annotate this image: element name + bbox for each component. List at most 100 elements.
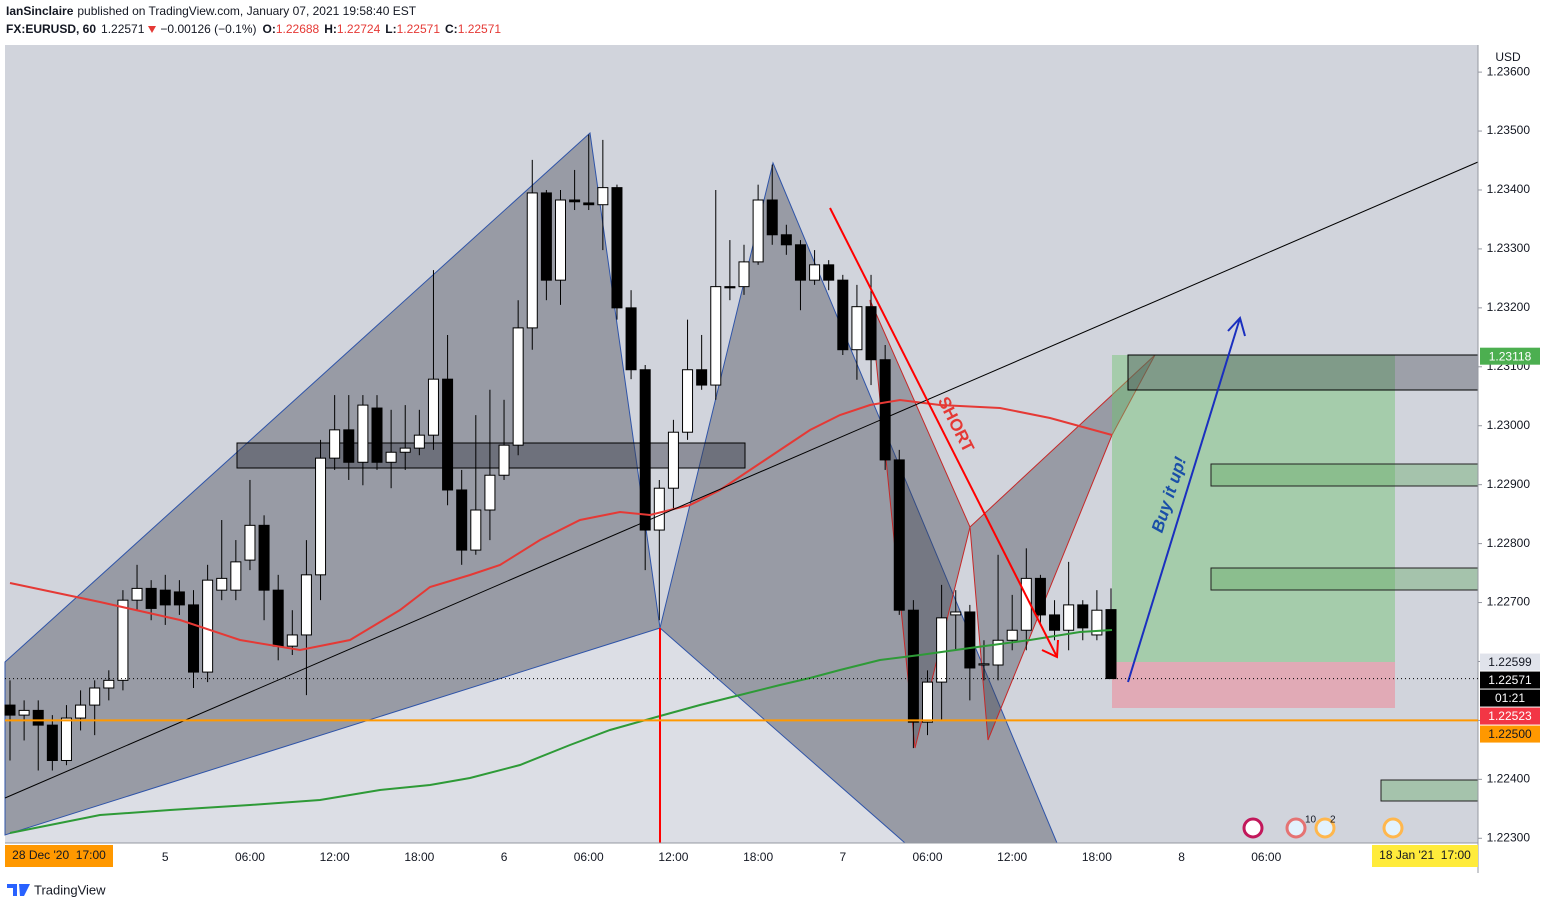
profit-zone [1112, 355, 1395, 662]
price-tag-bg [1480, 725, 1540, 743]
event-icon[interactable] [1314, 817, 1336, 839]
zone-box [1210, 567, 1479, 591]
candle-body [879, 359, 891, 461]
price-tag-bg [1480, 707, 1540, 725]
y-tick-label: 1.23200 [1487, 300, 1531, 314]
y-tick-label: 1.22400 [1487, 772, 1531, 786]
candle-body [780, 234, 792, 246]
change: −0.00126 (−0.1%) [160, 22, 256, 36]
candle-body [992, 639, 1004, 666]
candle-body [907, 609, 919, 723]
zone-box [1127, 354, 1479, 391]
candle-body [60, 717, 72, 761]
y-tick-label: 1.22300 [1487, 830, 1531, 844]
candle-body [427, 378, 439, 436]
candle-body [131, 587, 143, 601]
pattern-light [5, 628, 905, 843]
price-tag: 1.22571 [1488, 673, 1532, 687]
range-marker-bg [1372, 845, 1478, 867]
currency: USD [1495, 50, 1521, 64]
candle-body [117, 599, 129, 681]
candle-body [244, 524, 256, 561]
candle-body [442, 378, 454, 491]
brand: TradingView [34, 882, 106, 897]
x-tick-label: 18:00 [743, 850, 773, 864]
candle-body [1091, 609, 1103, 636]
ohlc-label: O: [263, 22, 276, 36]
price-tag-bg [1480, 347, 1540, 365]
down-arrow-icon [148, 26, 156, 33]
ohlc-value: 1.22571 [458, 22, 502, 36]
symbol-line: FX:EURUSD, 60 1.22571 −0.00126 (−0.1%) O:1.… [6, 22, 501, 36]
candle-body [202, 579, 214, 673]
range-marker: 28 Dec '20 17:00 [12, 848, 106, 862]
y-tick-label: 1.23400 [1487, 182, 1531, 196]
x-tick-label: 06:00 [235, 850, 265, 864]
candle-body [936, 617, 948, 683]
candle-body [809, 264, 821, 281]
countdown: 01:21 [1495, 691, 1525, 705]
candle-body [710, 286, 722, 386]
candle-body [413, 434, 425, 449]
x-tick-label: 06:00 [574, 850, 604, 864]
candle-body [18, 709, 30, 716]
candle-body [837, 279, 849, 351]
candle-body [667, 431, 679, 489]
author: IanSinclaire [6, 4, 74, 18]
x-tick-label: 12:00 [320, 850, 350, 864]
event-count: 2 [1330, 815, 1336, 826]
y-tick-label: 1.23300 [1487, 241, 1531, 255]
price-tag: 1.22500 [1488, 727, 1532, 741]
candle-body [639, 369, 651, 531]
candle-body [724, 286, 736, 289]
x-tick-label: 06:00 [1251, 850, 1281, 864]
event-icon[interactable] [1285, 817, 1307, 839]
x-tick-label: 12:00 [658, 850, 688, 864]
candle-body [216, 577, 228, 591]
candle-body [498, 444, 510, 476]
candle-body [893, 459, 905, 611]
candle-body [512, 327, 524, 446]
range-marker: 18 Jan '21 17:00 [1379, 848, 1471, 862]
x-tick-label: 5 [162, 850, 169, 864]
candle-body [103, 679, 115, 689]
candles [4, 134, 1117, 771]
candle-body [75, 704, 87, 719]
candle-body [272, 589, 284, 647]
ohlc-label: H: [324, 22, 337, 36]
candle-body [922, 681, 933, 723]
candle-body [526, 192, 538, 329]
price-tag: 1.22599 [1488, 655, 1532, 669]
ohlc-value: 1.22688 [276, 22, 320, 36]
last-price: 1.22571 [101, 22, 145, 36]
zone-box [1380, 779, 1479, 802]
candle-body [371, 407, 383, 463]
price-tag: 1.22523 [1488, 709, 1532, 723]
y-tick-label: 1.22900 [1487, 477, 1531, 491]
header-line: IanSinclaire published on TradingView.com… [6, 4, 417, 18]
candle-body [555, 199, 566, 281]
candle-body [653, 487, 665, 531]
candle-body [470, 509, 482, 551]
candle-body [456, 489, 468, 551]
candle-body [159, 589, 171, 606]
candle-body [230, 561, 242, 591]
candle-body [625, 307, 637, 371]
y-tick-label: 1.23500 [1487, 123, 1531, 137]
price-tag: 1.23118 [1489, 349, 1532, 363]
symbol: FX:EURUSD, 60 [6, 22, 96, 36]
event-icon[interactable] [1242, 817, 1264, 839]
x-tick-label: 7 [839, 850, 846, 864]
candle-body [89, 687, 101, 706]
candle-body [315, 457, 327, 576]
price-tag-bg [1480, 653, 1540, 671]
candle-body [978, 663, 990, 666]
y-tick-label: 1.22800 [1487, 536, 1531, 550]
candle-body [46, 724, 58, 761]
x-tick-label: 06:00 [912, 850, 942, 864]
candle-body [950, 611, 962, 616]
ohlc-value: 1.22724 [337, 22, 381, 36]
candle-body [1077, 604, 1089, 629]
event-icon[interactable] [1382, 817, 1404, 839]
